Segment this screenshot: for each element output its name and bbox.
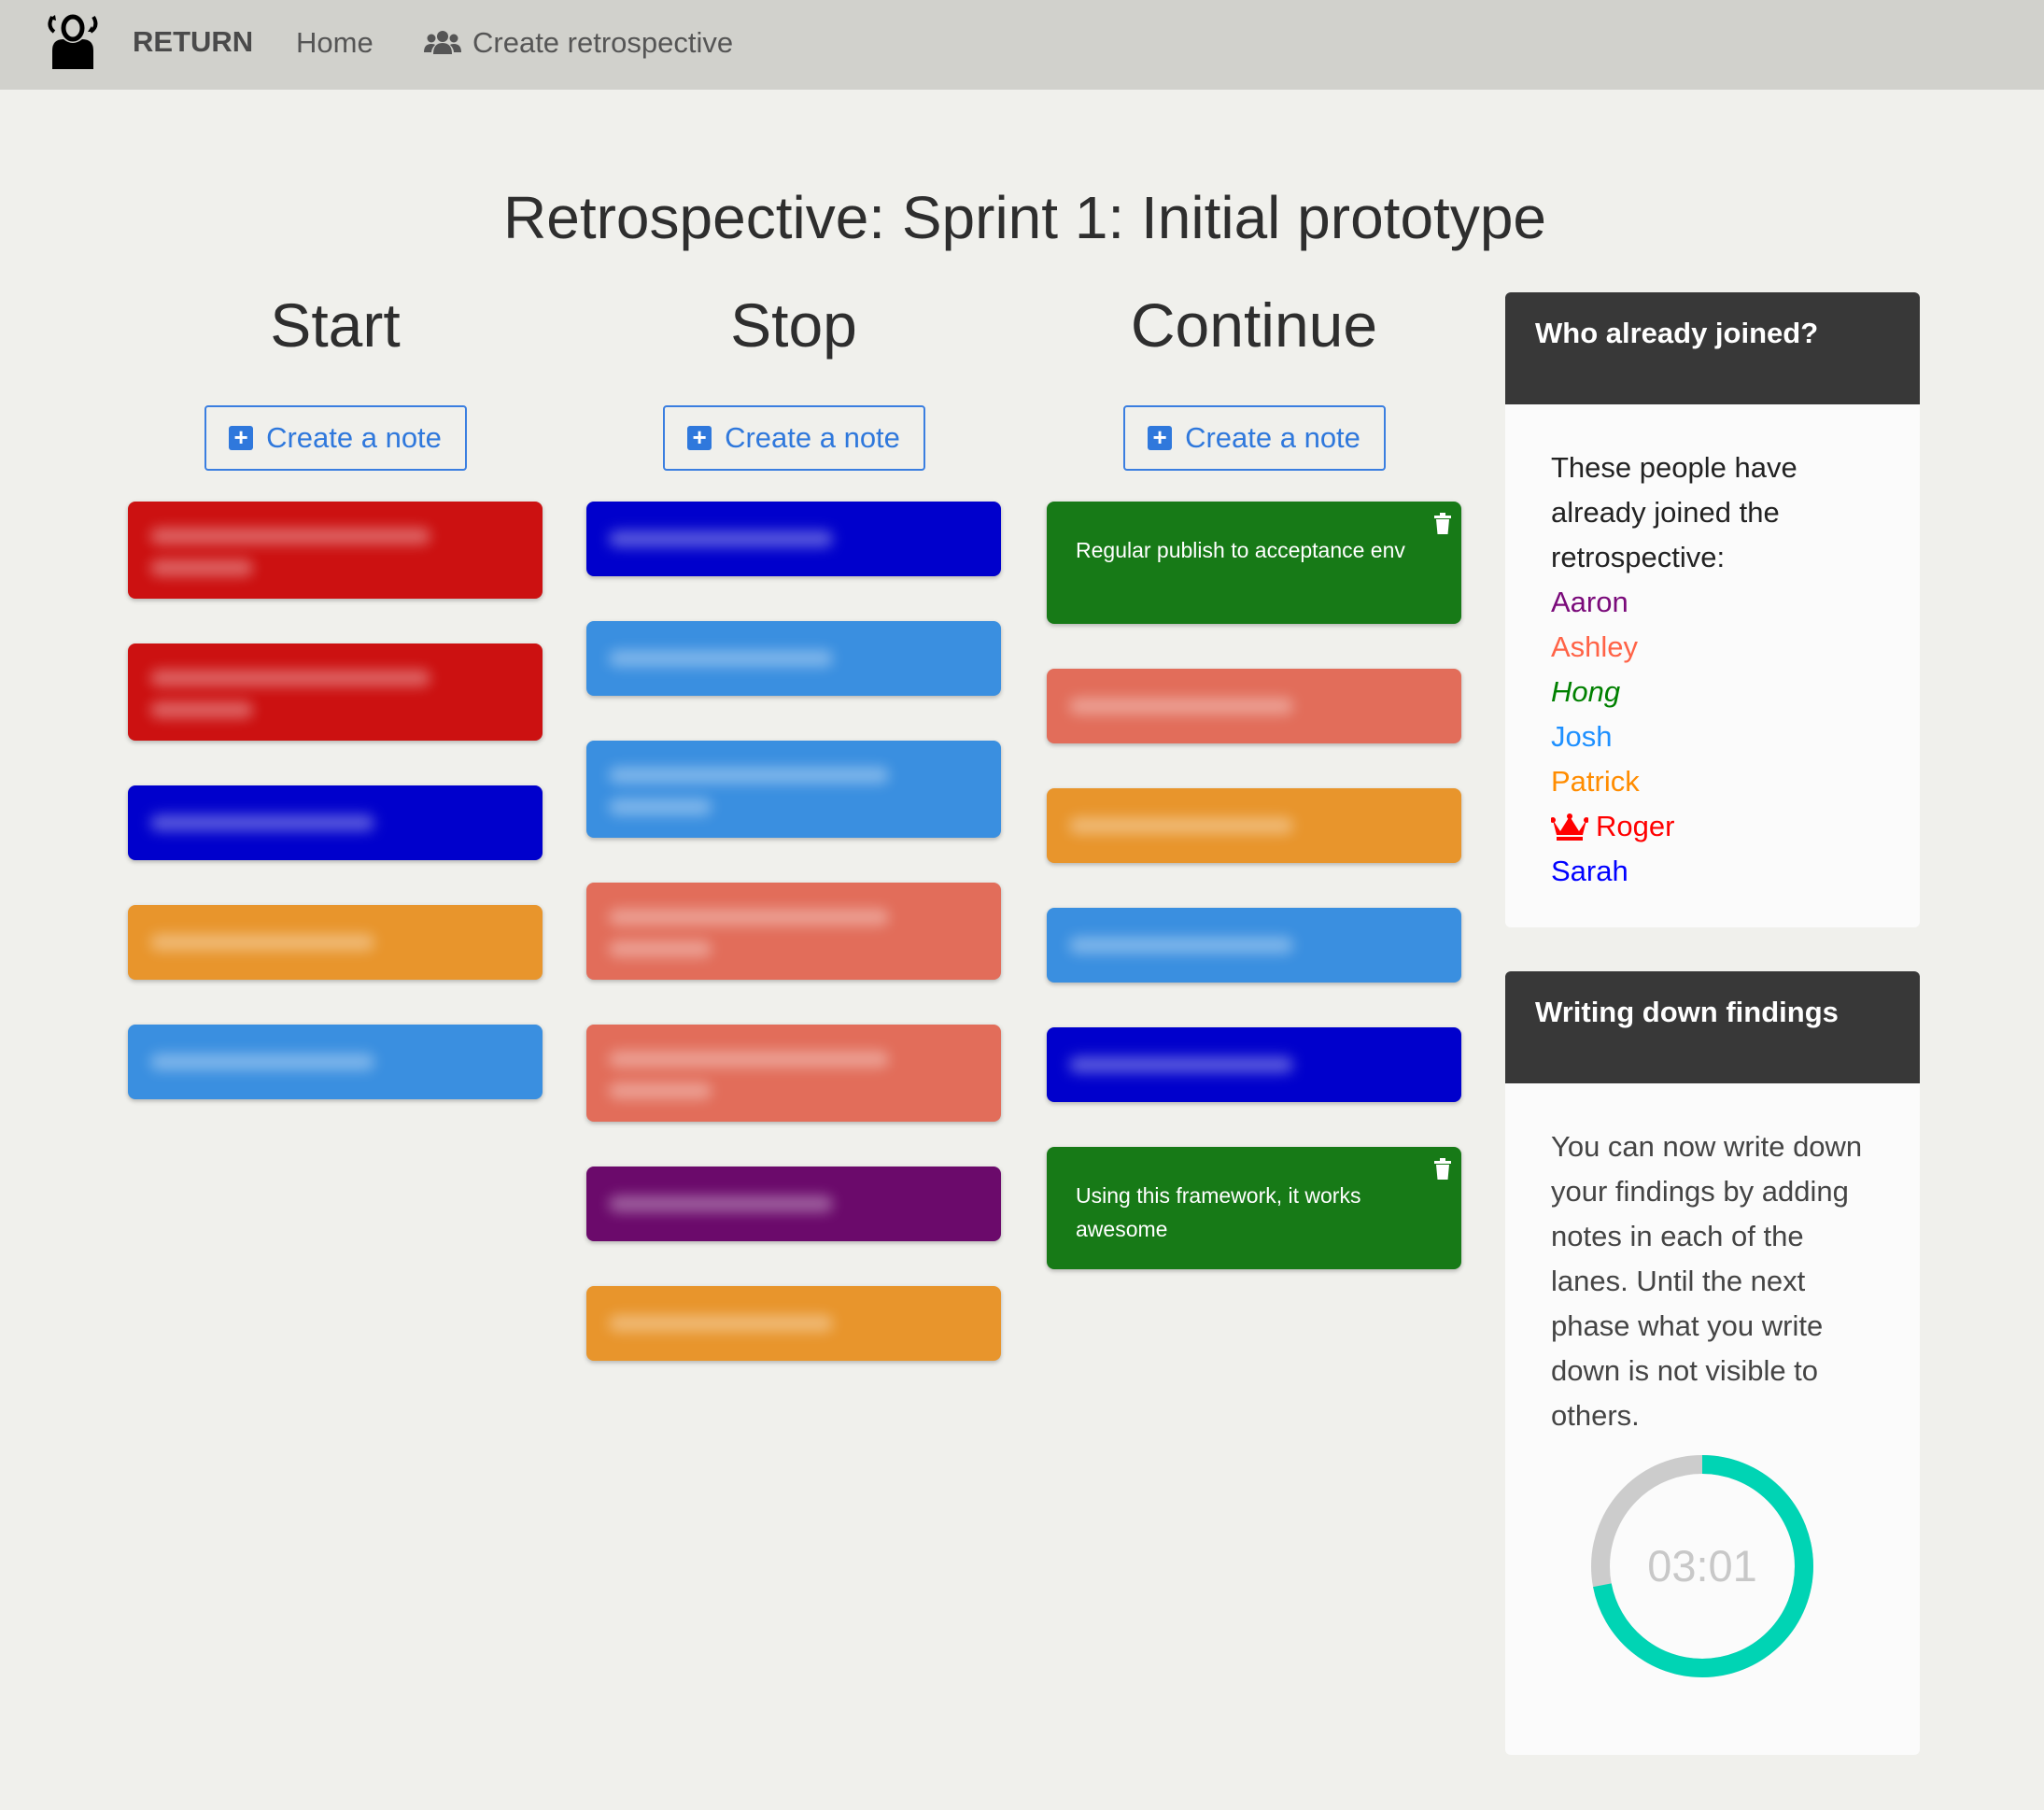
timer-text: 03:01 <box>1647 1541 1757 1591</box>
participant-name: Hong <box>1551 675 1621 708</box>
blurred-note-text <box>150 528 430 544</box>
plus-square-icon: + <box>687 425 712 450</box>
create-note-button[interactable]: + Create a note <box>204 405 467 471</box>
blurred-note-text <box>609 1082 712 1099</box>
blurred-note-text <box>609 767 889 784</box>
blurred-note-text <box>150 1053 374 1070</box>
phase-panel-title: Writing down findings <box>1505 971 1920 1083</box>
lane-start: Start + Create a note <box>128 290 543 1099</box>
create-note-button[interactable]: + Create a note <box>1122 405 1386 471</box>
note-card[interactable] <box>586 1167 1001 1241</box>
joined-intro: These people have already joined the ret… <box>1551 451 1797 573</box>
create-note-label: Create a note <box>1185 421 1360 454</box>
brand-link[interactable]: RETURN <box>133 25 254 58</box>
blurred-note-text <box>150 701 253 718</box>
create-retrospective-label: Create retrospective <box>472 26 734 59</box>
create-note-label: Create a note <box>266 421 442 454</box>
person-refresh-logo[interactable] <box>47 13 99 69</box>
blurred-note-text <box>609 1315 833 1332</box>
note-card[interactable] <box>128 905 543 980</box>
participant: Ashley <box>1551 625 1874 670</box>
note-card[interactable] <box>586 1025 1001 1122</box>
blurred-note-text <box>1069 937 1293 954</box>
joined-panel-title: Who already joined? <box>1505 292 1920 404</box>
note-text: Using this framework, it works awesome <box>1076 1183 1361 1241</box>
blurred-note-text <box>609 909 889 926</box>
blurred-note-text <box>609 650 833 667</box>
note-text: Regular publish to acceptance env <box>1076 538 1405 562</box>
participant-name: Aaron <box>1551 586 1628 618</box>
note-card[interactable] <box>586 1286 1001 1361</box>
participant: Sarah <box>1551 849 1874 894</box>
note-card[interactable] <box>128 785 543 860</box>
note-card[interactable] <box>586 621 1001 696</box>
participant: Patrick <box>1551 759 1874 804</box>
participant: Roger <box>1551 804 1874 849</box>
phase-description: You can now write down your findings by … <box>1551 1130 1863 1432</box>
note-card[interactable] <box>586 883 1001 980</box>
note-card[interactable] <box>1047 1027 1461 1102</box>
phase-panel: Writing down findings You can now write … <box>1505 971 1920 1755</box>
participant: Aaron <box>1551 580 1874 625</box>
participant-name: Sarah <box>1551 855 1628 887</box>
crown-icon <box>1551 813 1588 841</box>
users-icon <box>424 31 461 54</box>
blurred-note-text <box>150 934 374 951</box>
lane-title: Start <box>270 290 401 360</box>
participant-name: Patrick <box>1551 765 1640 798</box>
blurred-note-text <box>609 530 833 547</box>
lane-title: Stop <box>730 290 857 360</box>
create-retrospective-link[interactable]: Create retrospective <box>424 26 733 60</box>
blurred-note-text <box>150 814 374 831</box>
joined-panel: Who already joined? These people have al… <box>1505 292 1920 927</box>
blurred-note-text <box>1069 817 1293 834</box>
navbar: RETURN Home Create retrospective <box>0 0 2044 90</box>
participant-name: Josh <box>1551 720 1613 753</box>
blurred-note-text <box>150 559 253 576</box>
blurred-note-text <box>1069 1056 1293 1073</box>
plus-square-icon: + <box>1148 425 1173 450</box>
lane-stop: Stop + Create a note <box>586 290 1001 1361</box>
note-card[interactable] <box>128 1025 543 1099</box>
note-card[interactable] <box>128 502 543 599</box>
lane-continue: Continue + Create a note Regular publish t… <box>1047 290 1461 1269</box>
create-note-button[interactable]: + Create a note <box>662 405 925 471</box>
trash-icon[interactable] <box>1433 513 1452 535</box>
blurred-note-text <box>609 799 712 815</box>
blurred-note-text <box>609 1051 889 1068</box>
note-card[interactable]: Regular publish to acceptance env <box>1047 502 1461 624</box>
note-card[interactable] <box>1047 908 1461 983</box>
note-card[interactable] <box>586 741 1001 838</box>
timer-progress-arc <box>1591 1455 1813 1677</box>
note-card[interactable]: Using this framework, it works awesome <box>1047 1147 1461 1269</box>
blurred-note-text <box>609 940 712 957</box>
plus-square-icon: + <box>229 425 254 450</box>
create-note-label: Create a note <box>725 421 900 454</box>
participant: Josh <box>1551 714 1874 759</box>
note-card[interactable] <box>128 643 543 741</box>
participant-name: Roger <box>1596 810 1675 842</box>
note-card[interactable] <box>586 502 1001 576</box>
blurred-note-text <box>150 670 430 686</box>
blurred-note-text <box>609 1195 833 1212</box>
trash-icon[interactable] <box>1433 1158 1452 1181</box>
note-card[interactable] <box>1047 669 1461 743</box>
blurred-note-text <box>1069 698 1293 714</box>
countdown-timer: 03:01 <box>1591 1455 1813 1677</box>
note-card[interactable] <box>1047 788 1461 863</box>
home-link[interactable]: Home <box>296 26 374 59</box>
participant-name: Ashley <box>1551 630 1639 663</box>
lane-title: Continue <box>1130 290 1378 360</box>
participant: Hong <box>1551 670 1874 714</box>
page-title: Retrospective: Sprint 1: Initial prototy… <box>503 184 1546 251</box>
